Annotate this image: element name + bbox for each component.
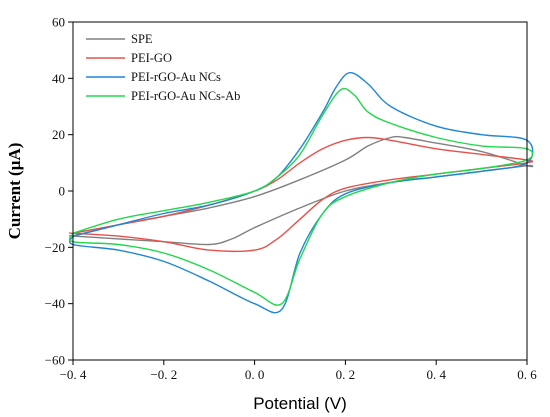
y-axis-title: Current (µA): [5, 143, 24, 240]
legend-label: PEI-GO: [131, 51, 172, 65]
x-tick-label: 0. 4: [426, 367, 446, 382]
y-tick-label: 60: [52, 15, 65, 30]
y-tick-label: −60: [45, 353, 65, 368]
x-tick-labels: −0. 4 −0. 2 0. 0 0. 2 0. 4 0. 6: [60, 367, 538, 382]
y-tick-label: 20: [52, 127, 65, 142]
series-line-2: [68, 136, 534, 253]
series-lines: [68, 71, 534, 314]
x-axis-title: Potential (V): [253, 394, 347, 413]
legend-label: PEI-rGO-Au NCs: [131, 70, 221, 84]
y-tick-label: −40: [45, 296, 65, 311]
x-tick-label: 0. 0: [245, 367, 265, 382]
series-line-1: [68, 135, 534, 246]
x-tick-label: 0. 2: [336, 367, 356, 382]
legend: SPE PEI-GO PEI-rGO-Au NCs PEI-rGO-Au NCs-Ab: [86, 32, 240, 103]
legend-label: SPE: [131, 32, 153, 46]
series-line-4: [68, 87, 534, 306]
y-tick-label: −20: [45, 240, 65, 255]
legend-label: PEI-rGO-Au NCs-Ab: [131, 89, 240, 103]
x-tick-label: 0. 6: [517, 367, 537, 382]
x-tick-label: −0. 4: [60, 367, 87, 382]
y-tick-labels: −60 −40 −20 0 20 40 60: [45, 15, 65, 368]
y-tick-label: 40: [52, 71, 65, 86]
tick-marks: [68, 21, 528, 365]
y-tick-label: 0: [59, 184, 66, 199]
plot-frame: [72, 21, 528, 361]
x-tick-label: −0. 2: [150, 367, 177, 382]
series-line-3: [68, 71, 534, 314]
